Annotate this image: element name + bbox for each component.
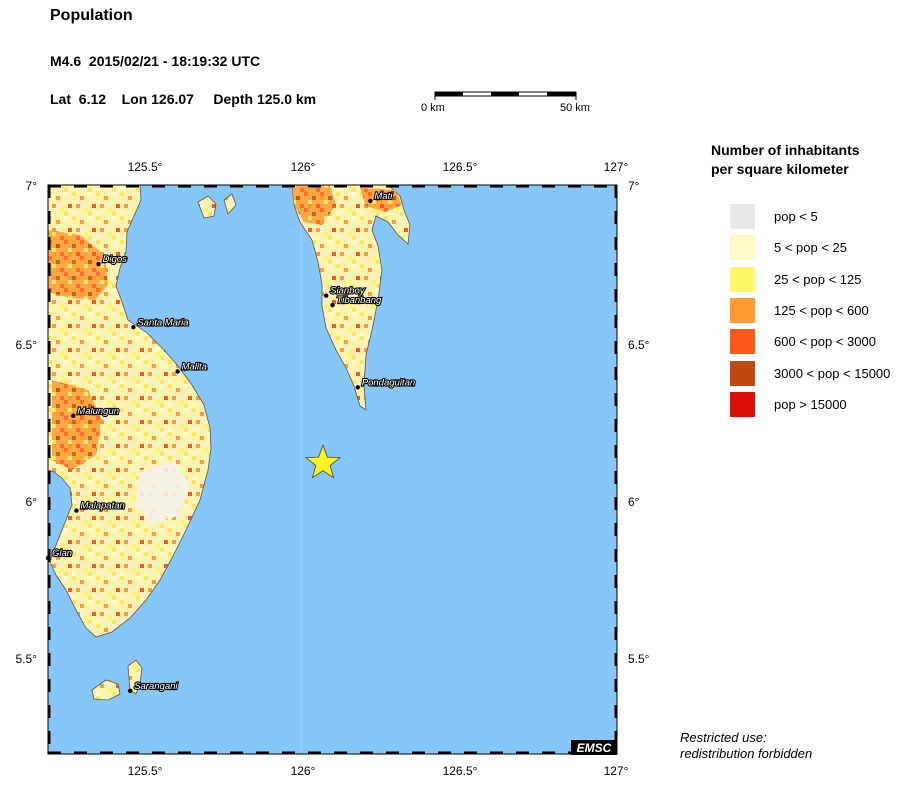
scale-bar-right-label: 50 km: [560, 102, 590, 114]
city-dot: [127, 688, 133, 693]
legend-label: 5 < pop < 25: [774, 240, 848, 256]
legend-label: 600 < pop < 3000: [774, 334, 876, 350]
city-dot: [330, 302, 335, 308]
bottom-tick-label: 127°: [603, 764, 629, 778]
top-tick-label: 125.5°: [127, 160, 163, 174]
legend-swatch: [730, 391, 755, 417]
dense-population-area: [48, 230, 108, 300]
map-title: Population: [50, 7, 133, 24]
left-tick-label: 5.5°: [15, 652, 37, 666]
city-label: Mati: [374, 191, 393, 202]
city-label: Pondaguitan: [362, 377, 415, 388]
left-tick-label: 7°: [25, 179, 37, 193]
dense-population-area: [360, 188, 402, 212]
legend-swatch: [730, 329, 755, 355]
city-label: Santa Maria: [137, 317, 188, 328]
city-label: Malungun: [77, 406, 119, 417]
credit-box: [571, 740, 617, 755]
city-marker[interactable]: Santa Maria: [131, 316, 190, 330]
restricted-line1: Restricted use:: [680, 730, 767, 745]
scale-bar: [434, 91, 577, 100]
legend-swatch: [730, 235, 755, 261]
city-label: Glan: [52, 548, 72, 559]
small-island: [223, 193, 237, 215]
city-label: Sarangani: [134, 681, 178, 692]
dense-population-area: [52, 380, 102, 470]
left-tick-label: 6.5°: [15, 338, 37, 352]
legend-title: Number of inhabitants per square kilomet…: [711, 141, 860, 179]
city-label: Sianboy: [330, 286, 366, 297]
city-marker[interactable]: Glan: [45, 547, 73, 561]
city-marker[interactable]: Tibanbang: [330, 294, 383, 308]
legend-title-line2: per square kilometer: [711, 161, 849, 177]
bottom-tick-label: 126°: [290, 764, 316, 778]
eastern-peninsula: [291, 185, 411, 411]
city-dot: [131, 325, 136, 330]
left-tick-label: 6°: [25, 495, 37, 509]
right-tick-label: 5.5°: [628, 652, 650, 666]
credit-label: EMSC: [577, 741, 612, 755]
restricted-line2: redistribution forbidden: [680, 746, 813, 761]
right-tick-label: 7°: [628, 179, 640, 193]
city-marker[interactable]: Sarangani: [127, 680, 179, 693]
event-location: Lat 6.12 Lon 126.07 Depth 125.0 km: [50, 91, 317, 107]
city-marker[interactable]: Sianboy: [323, 285, 367, 298]
city-label: Tibanbang: [337, 295, 383, 306]
legend-label: pop > 15000: [774, 396, 847, 412]
legend-title-line1: Number of inhabitants: [711, 142, 860, 158]
legend-swatch: [730, 360, 755, 386]
city-dot: [45, 555, 51, 561]
city-dot: [71, 413, 76, 418]
city-marker[interactable]: Malita: [175, 360, 208, 374]
legend-swatch: [730, 297, 755, 323]
city-label: Digos: [103, 254, 128, 265]
top-tick-label: 126°: [290, 160, 316, 174]
top-tick-label: 127°: [603, 160, 629, 174]
epicenter-star-icon[interactable]: [304, 444, 342, 479]
right-tick-label: 6.5°: [628, 338, 650, 352]
right-tick-label: 6°: [628, 495, 640, 509]
city-dot: [74, 508, 79, 513]
city-marker[interactable]: Mati: [368, 190, 394, 204]
city-marker[interactable]: Pondaguitan: [355, 376, 416, 390]
legend-swatch: [730, 266, 755, 292]
city-dot: [175, 369, 180, 374]
scale-bar-left-label: 0 km: [421, 102, 445, 114]
bottom-tick-label: 126.5°: [442, 764, 478, 778]
dense-population-area: [292, 185, 336, 225]
city-label: Malapatan: [80, 501, 124, 512]
city-dot: [323, 293, 329, 298]
map-frame: [47, 184, 618, 755]
balut-island: [91, 679, 121, 701]
legend-swatch: [730, 204, 755, 229]
bottom-tick-label: 125.5°: [127, 764, 163, 778]
small-island: [197, 195, 217, 219]
city-dot: [368, 198, 373, 204]
top-tick-label: 126.5°: [442, 160, 478, 174]
city-dot: [96, 261, 101, 267]
legend-label: 25 < pop < 125: [774, 271, 862, 287]
restricted-note: Restricted use: redistribution forbidden: [680, 730, 812, 762]
legend-label: 3000 < pop < 15000: [774, 365, 891, 381]
city-marker[interactable]: Malungun: [71, 405, 120, 418]
legend-label: 125 < pop < 600: [774, 302, 869, 318]
event-info: M4.6 2015/02/21 - 18:19:32 UTC: [50, 53, 261, 69]
city-marker[interactable]: Malapatan: [74, 499, 126, 513]
city-marker[interactable]: Digos: [96, 253, 128, 267]
city-label: Malita: [182, 362, 207, 373]
city-dot: [355, 385, 360, 390]
sparse-population-area: [135, 462, 190, 525]
legend-label: pop < 5: [774, 209, 818, 224]
